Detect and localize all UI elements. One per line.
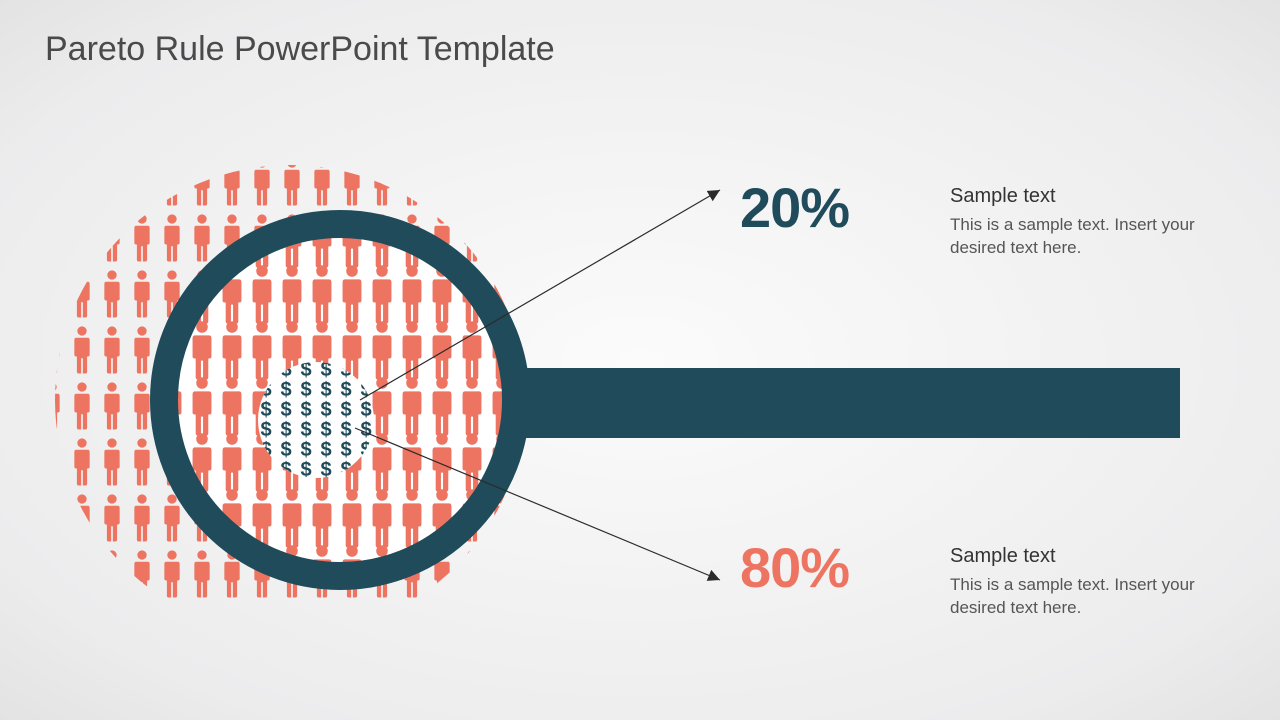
svg-text:$: $ — [340, 419, 351, 441]
svg-text:$: $ — [340, 439, 351, 461]
svg-text:$: $ — [340, 379, 351, 401]
svg-text:$: $ — [300, 439, 311, 461]
svg-text:$: $ — [360, 419, 371, 441]
heading-20: Sample text — [950, 185, 1210, 208]
svg-text:$: $ — [340, 399, 351, 421]
svg-text:$: $ — [360, 399, 371, 421]
percent-20: 20% — [740, 175, 849, 240]
svg-text:$: $ — [300, 419, 311, 441]
body-20: This is a sample text. Insert your desir… — [950, 214, 1210, 260]
svg-text:$: $ — [280, 419, 291, 441]
svg-text:$: $ — [280, 399, 291, 421]
magnifier-handle — [520, 368, 1180, 438]
svg-text:$: $ — [280, 379, 291, 401]
svg-text:$: $ — [320, 419, 331, 441]
dollar-cluster-bg — [258, 362, 374, 478]
svg-text:$: $ — [300, 399, 311, 421]
percent-80: 80% — [740, 535, 849, 600]
textblock-80: Sample text This is a sample text. Inser… — [950, 545, 1210, 620]
body-80: This is a sample text. Insert your desir… — [950, 574, 1210, 620]
svg-text:$: $ — [320, 399, 331, 421]
svg-text:$: $ — [280, 439, 291, 461]
heading-80: Sample text — [950, 545, 1210, 568]
svg-text:$: $ — [260, 399, 271, 421]
svg-text:$: $ — [260, 419, 271, 441]
svg-text:$: $ — [320, 379, 331, 401]
textblock-20: Sample text This is a sample text. Inser… — [950, 185, 1210, 260]
svg-text:$: $ — [300, 379, 311, 401]
svg-text:$: $ — [320, 439, 331, 461]
